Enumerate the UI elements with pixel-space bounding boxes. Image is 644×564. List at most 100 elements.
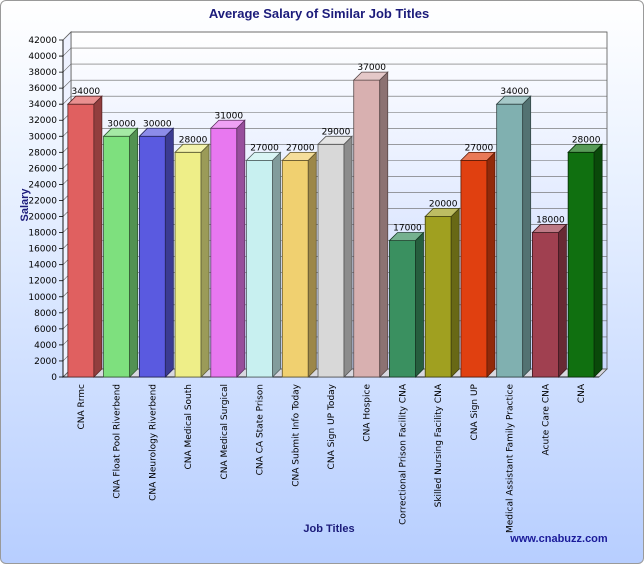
bar-5	[209, 119, 246, 378]
bar-side	[593, 143, 603, 378]
bar-value-label: 37000	[357, 63, 386, 73]
bar-2	[102, 127, 139, 378]
y-tick-label: 12000	[28, 277, 57, 287]
bar-7	[281, 151, 318, 378]
bar-side	[93, 95, 103, 378]
bar-front	[103, 135, 130, 378]
category-label: CNA Medical South	[184, 384, 194, 470]
bar-front	[281, 159, 309, 378]
category-label: Skilled Nursing Facility CNA	[434, 383, 444, 507]
bar-12	[459, 151, 496, 378]
bar-side	[200, 143, 210, 378]
bar-8	[317, 135, 353, 378]
gridline	[62, 79, 607, 89]
bar-front	[317, 143, 345, 378]
y-tick-label: 8000	[34, 309, 57, 319]
bar-front	[567, 151, 595, 378]
bar-value-label: 30000	[107, 119, 136, 129]
bar-top	[174, 143, 211, 153]
bar-4	[174, 143, 211, 378]
bar-side	[272, 151, 281, 378]
bar-value-label: 34000	[500, 87, 529, 97]
category-label: CNA Sign UP	[470, 383, 480, 440]
bar-value-label: 18000	[536, 216, 565, 226]
bar-side	[450, 207, 460, 378]
y-tick-label: 18000	[28, 229, 57, 239]
gridline	[62, 95, 607, 105]
y-tick-label: 20000	[28, 213, 57, 223]
bar-side	[236, 119, 246, 378]
bar-value-label: 28000	[179, 135, 208, 145]
y-tick-label: 36000	[28, 84, 57, 94]
bar-front	[389, 240, 416, 378]
category-label: CNA Rrmc	[77, 384, 87, 430]
bar-value-label: 31000	[214, 111, 243, 121]
bar-front	[496, 103, 524, 378]
y-tick-label: 16000	[28, 245, 57, 255]
bar-front	[210, 127, 238, 378]
bar-side	[415, 231, 424, 378]
bar-value-label: 20000	[429, 200, 458, 210]
bar-top	[495, 95, 532, 105]
category-label: CNA	[577, 383, 587, 403]
bar-top	[424, 208, 461, 217]
category-label: CNA Sign UP Today	[327, 383, 337, 469]
gridline	[62, 47, 607, 57]
bar-top	[138, 127, 175, 137]
bar-side	[379, 71, 389, 378]
y-tick-label: 22000	[28, 196, 57, 206]
bar-top	[352, 71, 389, 81]
category-label: CNA Neurology Riverbend	[148, 384, 158, 501]
bar-10	[388, 231, 425, 378]
gridline	[62, 31, 607, 41]
y-tick-label: 0	[51, 373, 57, 383]
bar-side	[164, 127, 174, 378]
bar-top	[281, 151, 318, 161]
y-tick-label: 24000	[28, 180, 57, 190]
category-label: CNA CA State Prison	[256, 384, 266, 475]
bar-front	[67, 103, 95, 378]
bar-top	[317, 135, 353, 145]
bar-side	[558, 223, 567, 378]
bar-front	[532, 232, 559, 378]
y-tick-label: 28000	[28, 148, 57, 158]
bar-front	[246, 159, 273, 378]
bar-front	[138, 135, 166, 378]
bar-value-label: 27000	[286, 143, 315, 153]
bar-side	[343, 135, 353, 378]
bar-side	[522, 95, 532, 378]
bar-1	[66, 95, 103, 378]
y-tick-label: 6000	[34, 325, 57, 335]
bar-11	[424, 207, 461, 378]
y-tick-label: 42000	[28, 36, 57, 46]
bar-value-label: 28000	[572, 135, 601, 145]
brand-url: www.cnabuzz.com	[509, 533, 608, 545]
category-label: Correctional Prison Facility CNA	[398, 383, 408, 525]
bar-top	[459, 151, 496, 161]
y-tick-label: 4000	[34, 341, 57, 351]
bar-value-label: 17000	[393, 224, 422, 234]
category-label: CNA Submit Info Today	[291, 383, 301, 486]
y-tick-label: 10000	[28, 293, 57, 303]
y-tick-label: 30000	[28, 132, 57, 142]
y-tick-label: 40000	[28, 52, 57, 62]
bar-side	[129, 127, 139, 378]
bar-top	[388, 232, 425, 241]
y-axis-title: Salary	[19, 188, 31, 222]
bar-6	[245, 151, 282, 378]
y-tick-label: 34000	[28, 100, 57, 110]
x-axis-title: Job Titles	[303, 523, 354, 535]
bar-front	[353, 79, 381, 378]
y-tick-label: 2000	[34, 357, 57, 367]
bar-top	[567, 143, 604, 153]
bar-top	[209, 119, 246, 129]
bar-3	[138, 127, 175, 378]
bar-front	[460, 159, 488, 378]
bar-value-label: 29000	[322, 127, 351, 137]
bar-front	[424, 216, 452, 378]
bar-9	[352, 71, 389, 378]
y-tick-label: 38000	[28, 68, 57, 78]
bar-front	[174, 151, 202, 378]
